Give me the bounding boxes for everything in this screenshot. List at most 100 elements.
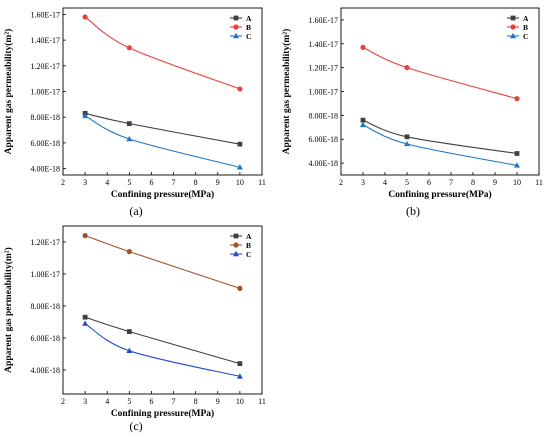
data-point-C bbox=[360, 121, 366, 128]
data-point-C bbox=[126, 135, 133, 142]
x-tick-label: 8 bbox=[471, 178, 475, 187]
x-tick-label: 8 bbox=[194, 397, 198, 406]
x-tick-label: 5 bbox=[127, 178, 131, 187]
chart-panel-c: 2 3 4 5 6 7 8 9 10 11 4.00E-18 6.00E-18 8.00E-18 1.00… bbox=[3, 225, 266, 419]
y-tick-label: 8.00E-18 bbox=[308, 111, 338, 120]
y-tick-label: 8.00E-18 bbox=[30, 113, 60, 122]
legend-label: A bbox=[523, 14, 529, 23]
y-tick-label: 1.00E-17 bbox=[30, 270, 60, 279]
x-tick-label: 10 bbox=[236, 178, 244, 187]
x-tick-label: 3 bbox=[83, 397, 87, 406]
series-C bbox=[82, 112, 243, 170]
legend-marker bbox=[233, 250, 239, 257]
y-tick-label: 1.20E-17 bbox=[30, 238, 60, 247]
series-line-A bbox=[362, 119, 518, 155]
plot-frame bbox=[62, 225, 263, 395]
legend-item-A: A bbox=[230, 14, 252, 23]
legend-label: A bbox=[246, 232, 252, 241]
data-point-A bbox=[360, 117, 366, 123]
data-point-B bbox=[237, 285, 243, 291]
legend-item-A: A bbox=[507, 14, 529, 23]
y-tick-label: 4.00E-18 bbox=[30, 366, 60, 375]
y-tick-label: 4.00E-18 bbox=[308, 159, 338, 168]
data-point-C bbox=[236, 373, 243, 379]
panel-label: (b) bbox=[406, 204, 420, 218]
data-point-B bbox=[126, 45, 132, 51]
series-B bbox=[82, 14, 243, 92]
x-tick-label: 7 bbox=[172, 397, 176, 406]
data-point-A bbox=[237, 141, 243, 147]
legend-item-C: C bbox=[230, 32, 251, 41]
data-point-C bbox=[82, 112, 89, 119]
y-tick-label: 1.40E-17 bbox=[308, 40, 338, 49]
y-axis-label: Apparent gas permeability(m²) bbox=[3, 29, 14, 155]
legend-item-B: B bbox=[507, 23, 528, 32]
series-line-B bbox=[84, 235, 241, 289]
y-tick-label: 1.20E-17 bbox=[30, 62, 60, 71]
data-point-C bbox=[404, 140, 410, 147]
series-B bbox=[360, 44, 520, 102]
legend-marker bbox=[233, 32, 239, 39]
series-A bbox=[82, 314, 243, 366]
x-tick-label: 7 bbox=[449, 178, 453, 187]
data-point-B bbox=[126, 249, 132, 255]
legend-item-B: B bbox=[230, 241, 251, 250]
series-C bbox=[82, 320, 243, 379]
x-tick-label: 10 bbox=[236, 397, 244, 406]
data-point-B bbox=[404, 65, 410, 71]
series-B bbox=[82, 233, 243, 291]
legend-label: C bbox=[523, 32, 528, 41]
legend-marker bbox=[233, 24, 239, 30]
y-tick-label: 1.40E-17 bbox=[30, 36, 60, 45]
y-tick-label: 1.00E-17 bbox=[30, 88, 60, 97]
x-axis-label: Confining pressure(MPa) bbox=[388, 189, 491, 200]
x-axis-label: Confining pressure(MPa) bbox=[111, 189, 214, 200]
data-point-B bbox=[514, 96, 520, 102]
x-tick-label: 5 bbox=[127, 397, 131, 406]
legend-marker bbox=[510, 24, 516, 30]
plot-frame bbox=[62, 7, 263, 176]
x-tick-label: 3 bbox=[83, 178, 87, 187]
x-tick-label: 4 bbox=[383, 178, 387, 187]
y-tick-label: 1.20E-17 bbox=[308, 64, 338, 73]
data-point-C bbox=[236, 164, 243, 170]
series-line-B bbox=[84, 16, 241, 90]
legend-marker bbox=[510, 32, 516, 39]
y-tick-label: 6.00E-18 bbox=[30, 139, 60, 148]
legend-item-B: B bbox=[230, 23, 251, 32]
legend-marker bbox=[233, 242, 239, 248]
legend-marker bbox=[510, 15, 516, 21]
data-point-C bbox=[82, 320, 89, 326]
legend-label: C bbox=[246, 32, 251, 41]
panel-label: (a) bbox=[129, 204, 142, 218]
series-line-A bbox=[84, 316, 241, 365]
data-point-A bbox=[514, 151, 520, 156]
series-line-C bbox=[84, 115, 241, 168]
data-point-C bbox=[514, 162, 520, 168]
data-point-B bbox=[360, 44, 366, 50]
legend-marker bbox=[233, 15, 239, 21]
series-line-B bbox=[362, 46, 518, 100]
x-tick-label: 9 bbox=[216, 178, 220, 187]
x-tick-label: 9 bbox=[493, 178, 497, 187]
y-tick-label: 6.00E-18 bbox=[30, 334, 60, 343]
chart-panel-b: 2 3 4 5 6 7 8 9 10 11 4.00E-18 6.00E-18 8.00E-18 1.00… bbox=[281, 7, 543, 200]
plot-frame bbox=[340, 7, 540, 176]
legend-item-C: C bbox=[507, 32, 528, 41]
x-tick-label: 2 bbox=[61, 178, 65, 187]
y-axis-label: Apparent gas permeability(m²) bbox=[3, 247, 14, 373]
x-tick-label: 2 bbox=[61, 397, 65, 406]
x-tick-label: 11 bbox=[535, 178, 543, 187]
y-axis-label: Apparent gas permeability(m²) bbox=[281, 29, 292, 155]
legend-item-C: C bbox=[230, 250, 251, 259]
series-A bbox=[360, 117, 520, 156]
y-tick-label: 4.00E-18 bbox=[30, 165, 60, 174]
legend-label: B bbox=[246, 241, 251, 250]
data-point-A bbox=[126, 329, 132, 334]
data-point-C bbox=[126, 347, 133, 353]
y-tick-label: 1.00E-17 bbox=[308, 88, 338, 97]
x-tick-label: 4 bbox=[105, 397, 109, 406]
x-tick-label: 6 bbox=[149, 178, 153, 187]
legend-marker bbox=[233, 233, 239, 239]
